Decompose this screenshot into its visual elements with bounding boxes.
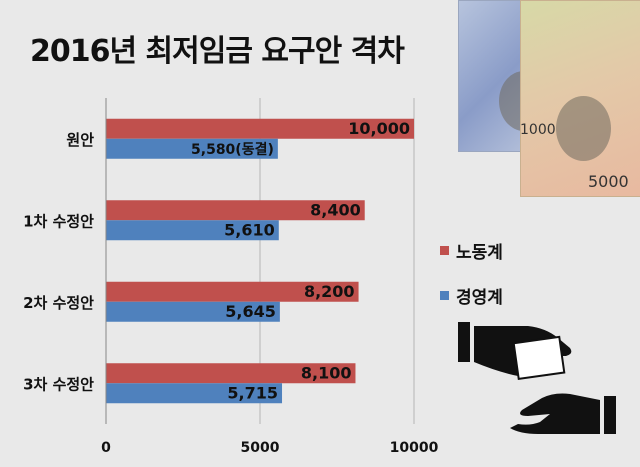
bar [106,220,279,241]
bar [106,118,414,139]
category-label: 3차 수정안 [23,375,94,393]
bar [106,200,365,221]
legend-swatch-labor [440,246,449,255]
data-label: 8,400 [310,200,361,219]
x-tick-label: 10000 [390,440,439,456]
portrait-icon [556,96,611,161]
bar [106,281,359,302]
data-label: 5,645 [225,302,276,321]
legend-item-labor: 노동계 [440,238,503,263]
chart-title: 2016년 최저임금 요구안 격차 [30,34,405,69]
data-label: 10,000 [348,119,410,138]
legend-label-management: 경영계 [456,288,503,308]
category-label: 원안 [66,131,94,149]
bar [106,301,280,322]
bar [106,138,278,159]
data-label: 8,200 [304,282,355,301]
data-label: 5,715 [227,383,278,402]
legend-label-labor: 노동계 [456,243,503,263]
data-label: 8,100 [301,363,352,382]
banknote-5000-image [520,0,640,197]
category-label: 1차 수정안 [23,212,94,230]
x-tick-label: 5000 [241,440,280,456]
legend-swatch-management [440,291,449,300]
legend: 노동계 경영계 [440,238,503,328]
bar [106,363,356,384]
legend-item-management: 경영계 [440,283,503,308]
data-label: 5,580(동결) [191,141,274,158]
x-tick-label: 0 [101,440,111,456]
category-label: 2차 수정안 [23,294,94,312]
note-1000-value: 1000 [520,122,556,138]
bar [106,383,283,404]
note-5000-value: 5000 [588,172,629,191]
data-label: 5,610 [224,220,275,239]
money-handover-icon [458,322,616,434]
